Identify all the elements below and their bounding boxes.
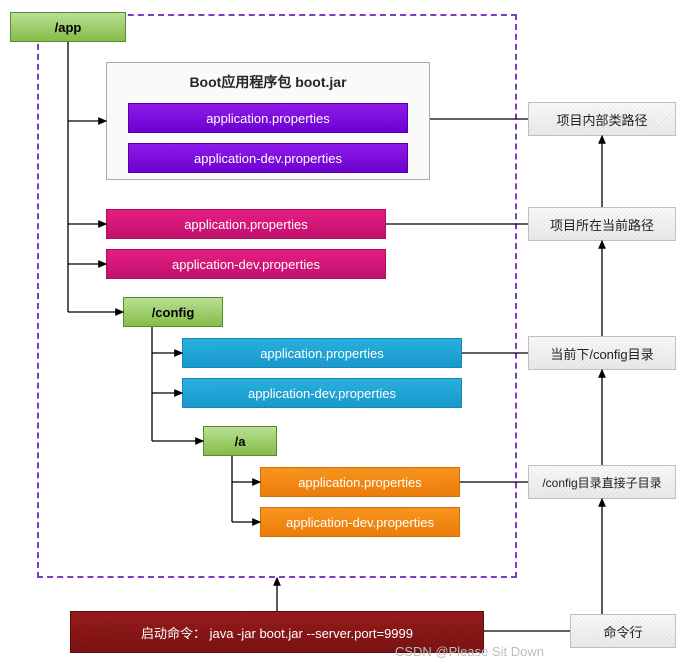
jar-frame-title: Boot应用程序包 boot.jar — [128, 72, 408, 92]
side-box-5: 命令行 — [570, 614, 676, 648]
jar-prop1: application.properties — [128, 103, 408, 133]
jar-prop2: application-dev.properties — [128, 143, 408, 173]
a-prop1-label: application.properties — [298, 475, 422, 490]
side-box-5-label: 命令行 — [603, 622, 642, 641]
app-folder-box: /app — [10, 12, 126, 42]
app-folder-label: /app — [55, 20, 82, 35]
cfg-prop1-label: application.properties — [260, 346, 384, 361]
side-box-3-label: 当前下/config目录 — [550, 344, 653, 363]
jar-prop1-label: application.properties — [206, 111, 330, 126]
a-prop2-label: application-dev.properties — [286, 515, 434, 530]
side-box-4: /config目录直接子目录 — [528, 465, 676, 499]
jar-prop2-label: application-dev.properties — [194, 151, 342, 166]
cfg-prop2-label: application-dev.properties — [248, 386, 396, 401]
side-box-2-label: 项目所在当前路径 — [550, 215, 654, 234]
root-prop1: application.properties — [106, 209, 386, 239]
side-box-1-label: 项目内部类路径 — [556, 110, 647, 129]
side-box-3: 当前下/config目录 — [528, 336, 676, 370]
root-prop2: application-dev.properties — [106, 249, 386, 279]
a-prop1: application.properties — [260, 467, 460, 497]
config-folder-label: /config — [152, 305, 195, 320]
side-box-1: 项目内部类路径 — [528, 102, 676, 136]
command-label: 启动命令： java -jar boot.jar --server.port=9… — [141, 623, 413, 642]
side-box-2: 项目所在当前路径 — [528, 207, 676, 241]
root-prop2-label: application-dev.properties — [172, 257, 320, 272]
command-box: 启动命令： java -jar boot.jar --server.port=9… — [70, 611, 484, 653]
config-folder-box: /config — [123, 297, 223, 327]
a-folder-box: /a — [203, 426, 277, 456]
a-folder-label: /a — [235, 434, 246, 449]
root-prop1-label: application.properties — [184, 217, 308, 232]
a-prop2: application-dev.properties — [260, 507, 460, 537]
cfg-prop2: application-dev.properties — [182, 378, 462, 408]
cfg-prop1: application.properties — [182, 338, 462, 368]
side-box-4-label: /config目录直接子目录 — [542, 474, 661, 491]
